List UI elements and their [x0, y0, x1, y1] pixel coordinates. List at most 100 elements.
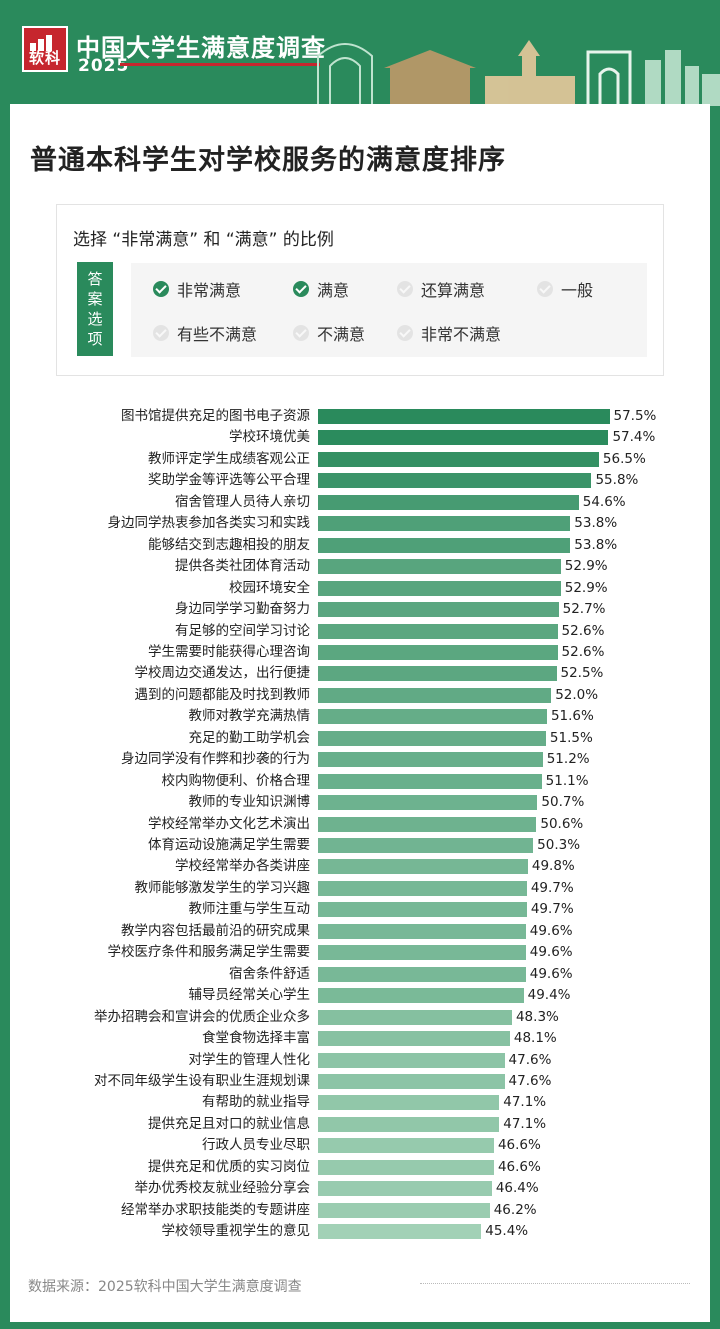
bar [318, 623, 558, 639]
check-circle-icon [293, 325, 309, 341]
chart-row: 教师对教学充满热情 51.6% [10, 706, 710, 728]
bar [318, 1095, 500, 1111]
category-label: 提供充足和优质的实习岗位 [148, 1158, 310, 1175]
answer-options-panel: 非常满意 满意 还算满意 一般 有些不满意 [131, 263, 647, 357]
page-title: 普通本科学生对学校服务的满意度排序 [30, 145, 506, 176]
value-label: 48.1% [513, 1030, 557, 1047]
chart-row: 教师的专业知识渊博 50.7% [10, 792, 710, 814]
category-label: 身边同学热衷参加各类实习和实践 [107, 515, 311, 532]
category-label: 校园环境安全 [229, 579, 310, 596]
bar [318, 1138, 494, 1154]
value-label: 53.8% [574, 536, 618, 553]
value-label: 52.9% [564, 558, 608, 575]
bar [318, 602, 559, 618]
value-label: 52.6% [561, 622, 605, 639]
bar [318, 409, 610, 424]
chart-row: 行政人员专业尽职 46.6% [10, 1135, 710, 1157]
chart-row: 宿舍条件舒适 49.6% [10, 964, 710, 986]
check-circle-icon [293, 281, 309, 297]
chart-row: 校园环境安全 52.9% [10, 578, 710, 600]
check-circle-icon [153, 325, 169, 341]
category-label: 有帮助的就业指导 [202, 1094, 310, 1111]
bar [318, 687, 552, 703]
option-satisfied: 满意 [293, 277, 349, 301]
chart-row: 身边同学没有作弊和抄袭的行为 51.2% [10, 749, 710, 771]
chart-row: 教师评定学生成绩客观公正 56.5% [10, 449, 710, 471]
category-label: 学校环境优美 [229, 429, 310, 446]
chart-row: 学校领导重视学生的意见 45.4% [10, 1221, 710, 1243]
value-label: 53.8% [574, 515, 618, 532]
chart-row: 身边同学热衷参加各类实习和实践 53.8% [10, 513, 710, 535]
bar [318, 1159, 494, 1175]
value-label: 46.6% [497, 1158, 541, 1175]
value-label: 47.6% [508, 1072, 552, 1089]
category-label: 学校周边交通发达，出行便捷 [134, 665, 311, 682]
chart-row: 身边同学学习勤奋努力 52.7% [10, 599, 710, 621]
answer-tag-char: 答 [87, 270, 103, 288]
value-label: 54.6% [582, 493, 626, 510]
option-neutral: 一般 [537, 277, 593, 301]
chart-row: 校内购物便利、价格合理 51.1% [10, 771, 710, 793]
bar [318, 902, 527, 918]
bar [318, 580, 561, 596]
category-label: 教师的专业知识渊博 [188, 794, 311, 811]
category-label: 教师注重与学生互动 [188, 901, 311, 918]
category-label: 食堂食物选择丰富 [202, 1030, 310, 1047]
header-banner: 软科 中国大学生满意度调查 2025 [0, 0, 720, 106]
value-label: 50.3% [537, 837, 581, 853]
value-label: 45.4% [485, 1223, 529, 1240]
category-label: 充足的勤工助学机会 [188, 729, 311, 746]
chart-row: 举办优秀校友就业经验分享会 46.4% [10, 1178, 710, 1200]
option-label: 满意 [317, 281, 350, 300]
footer-bar [0, 1322, 720, 1329]
bar [318, 880, 527, 896]
bar [318, 430, 609, 446]
chart-row: 宿舍管理人员待人亲切 54.6% [10, 492, 710, 514]
chart-row: 对不同年级学生设有职业生涯规划课 47.6% [10, 1071, 710, 1093]
chart-row: 教师能够激发学生的学习兴趣 49.7% [10, 878, 710, 900]
category-label: 能够结交到志趣相投的朋友 [148, 536, 310, 553]
chart-row: 经常举办求职技能类的专题讲座 46.2% [10, 1200, 710, 1222]
bar [318, 451, 599, 467]
category-label: 举办招聘会和宣讲会的优质企业众多 [94, 1008, 310, 1025]
question-text: 选择 “非常满意” 和 “满意” 的比例 [73, 230, 334, 250]
option-label: 一般 [561, 281, 594, 300]
chart-row: 对学生的管理人性化 47.6% [10, 1050, 710, 1072]
chart-row: 图书馆提供充足的图书电子资源 57.5% [10, 406, 710, 428]
chart-row: 举办招聘会和宣讲会的优质企业众多 48.3% [10, 1007, 710, 1029]
category-label: 提供充足且对口的就业信息 [148, 1115, 310, 1132]
option-very-satisfied: 非常满意 [153, 277, 241, 301]
chart-row: 学校环境优美 57.4% [10, 427, 710, 449]
category-label: 遇到的问题都能及时找到教师 [134, 686, 311, 703]
bar [318, 559, 561, 575]
category-label: 学生需要时能获得心理咨询 [148, 643, 310, 660]
category-label: 奖助学金等评选等公平合理 [148, 472, 310, 489]
value-label: 49.4% [527, 987, 571, 1004]
bar [318, 1009, 512, 1025]
check-circle-icon [153, 281, 169, 297]
value-label: 52.7% [562, 601, 606, 618]
answer-tag-char: 选 [87, 310, 103, 328]
chart-row: 提供充足且对口的就业信息 47.1% [10, 1114, 710, 1136]
category-label: 教师评定学生成绩客观公正 [148, 450, 310, 467]
chart-row: 教学内容包括最前沿的研究成果 49.6% [10, 921, 710, 943]
category-label: 举办优秀校友就业经验分享会 [134, 1180, 311, 1197]
option-label: 还算满意 [421, 281, 486, 300]
bar [318, 1052, 505, 1068]
chart-row: 学校周边交通发达，出行便捷 52.5% [10, 663, 710, 685]
category-label: 学校医疗条件和服务满足学生需要 [107, 944, 311, 961]
satisfaction-bar-chart: 图书馆提供充足的图书电子资源 57.5% 学校环境优美 57.4% 教师评定学生成绩客观… [10, 404, 710, 1254]
value-label: 46.6% [497, 1137, 541, 1154]
option-somewhat-dissatisfied: 有些不满意 [153, 321, 257, 345]
answer-options-tag: 答 案 选 项 [77, 262, 113, 356]
value-label: 52.5% [560, 665, 604, 682]
check-circle-icon [397, 281, 413, 297]
header-red-line [120, 63, 320, 66]
bar [318, 537, 571, 553]
logo-text: 软科 [28, 49, 61, 67]
option-label: 非常不满意 [421, 325, 502, 344]
value-label: 50.7% [541, 794, 585, 811]
chart-row: 学生需要时能获得心理咨询 52.6% [10, 642, 710, 664]
value-label: 57.4% [612, 429, 656, 446]
